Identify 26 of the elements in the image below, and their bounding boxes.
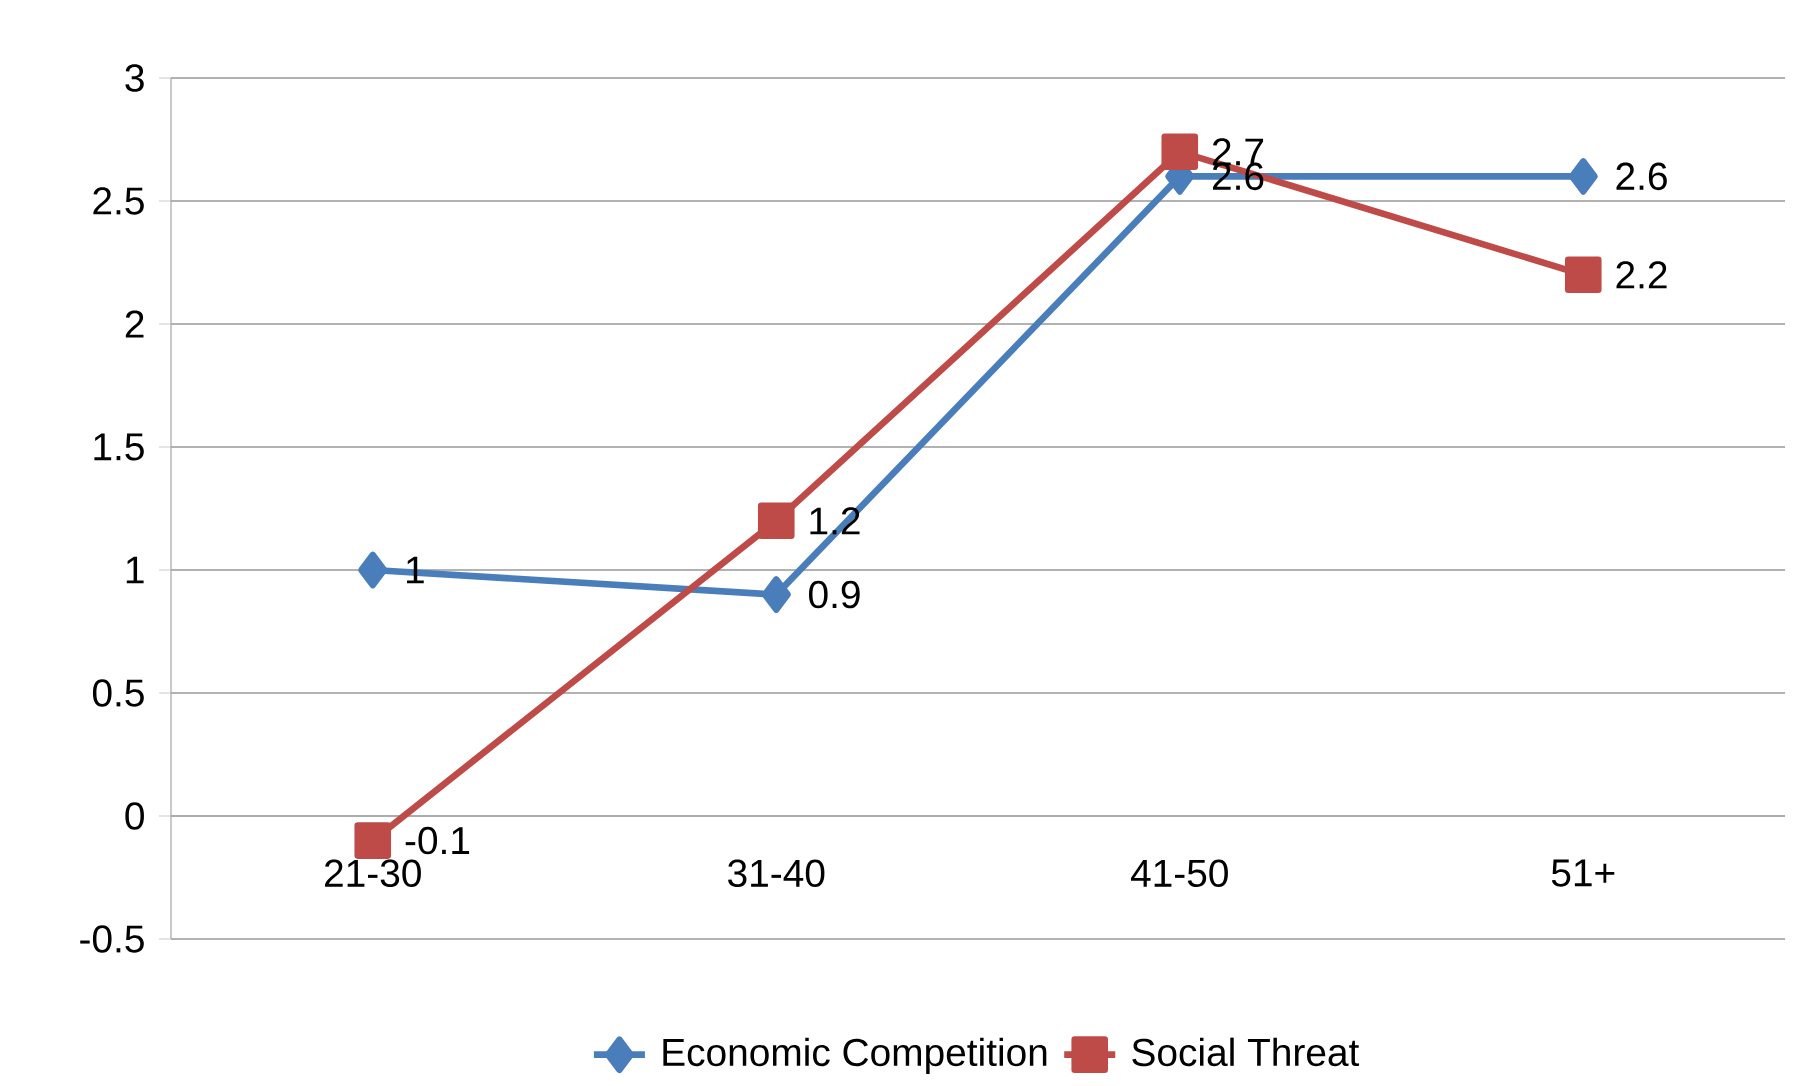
data-label: 0.9	[809, 580, 860, 609]
x-tick-label: 51+	[1551, 859, 1615, 887]
legend-label: Economic Competition	[663, 1037, 1047, 1074]
data-label: 2.2	[1616, 261, 1667, 289]
y-tick-label: 1.5	[94, 433, 144, 461]
point	[1564, 256, 1602, 294]
y-tick-label: 3	[125, 64, 144, 92]
y-tick-label: 0.5	[92, 679, 144, 707]
x-tick-label: 31-40	[728, 859, 825, 888]
y-tick-label: 2.5	[93, 187, 144, 215]
data-label: 2.6	[1616, 162, 1667, 191]
point	[358, 551, 388, 589]
y-tick-label: 2	[125, 310, 144, 338]
data-label: 1	[406, 556, 424, 584]
point	[757, 502, 795, 540]
point	[354, 822, 392, 859]
point	[1568, 158, 1598, 195]
point	[761, 576, 791, 613]
point	[1161, 133, 1199, 171]
x-tick-label: 21-30	[325, 859, 421, 888]
x-tick-label: 41-50	[1130, 859, 1228, 888]
legend-label: Social Threat	[1132, 1037, 1360, 1067]
y-tick-label: -0.5	[80, 925, 144, 953]
y-tick-label: 0	[125, 802, 144, 830]
data-label: -0.1	[405, 826, 470, 855]
y-tick-label: 1	[126, 556, 144, 584]
